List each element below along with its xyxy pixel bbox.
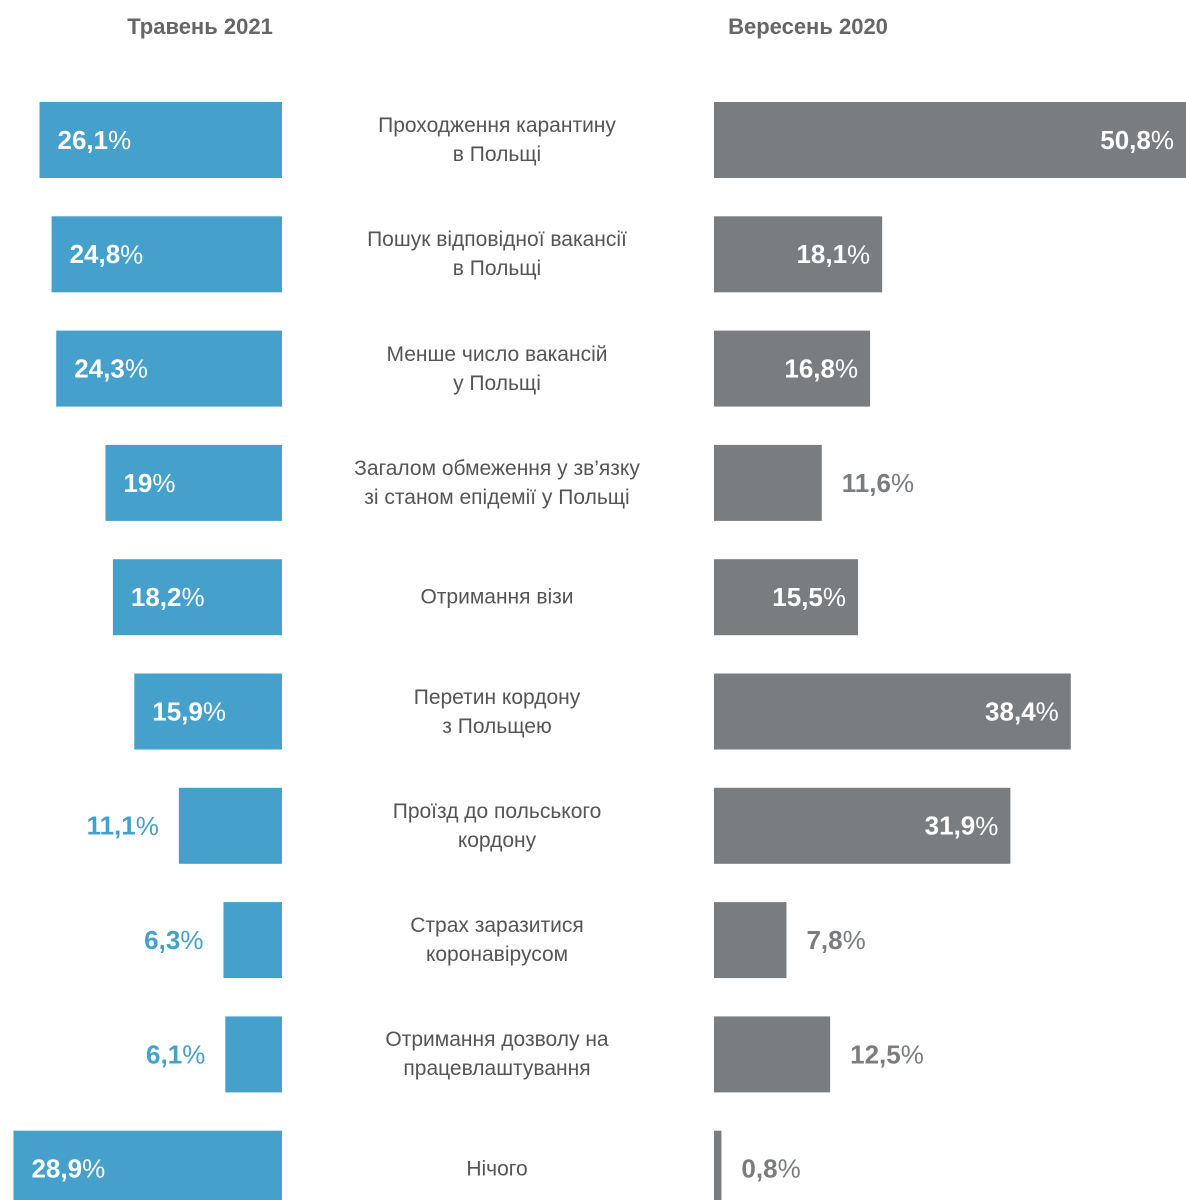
bar bbox=[105, 444, 282, 521]
legend-label: Травень 2021 bbox=[127, 14, 273, 39]
bar bbox=[714, 444, 822, 521]
bar bbox=[714, 1130, 722, 1200]
category-label: Менше число вакансій у Польщі bbox=[386, 342, 608, 395]
value-label: 11,1% bbox=[87, 811, 159, 841]
bar bbox=[112, 559, 282, 636]
category-label: Нічого bbox=[466, 1157, 528, 1181]
category-label: Проїзд до польського кордону bbox=[392, 799, 602, 852]
value-label: 26,1% bbox=[57, 125, 131, 155]
bar bbox=[714, 102, 1186, 178]
category-label: Отримання візи bbox=[420, 585, 574, 609]
bar bbox=[134, 673, 282, 750]
value-label: 11,6% bbox=[842, 468, 914, 498]
bar bbox=[225, 1016, 282, 1093]
value-label: 18,2% bbox=[131, 582, 205, 612]
value-label: 19% bbox=[123, 468, 175, 498]
bar bbox=[714, 216, 883, 293]
value-label: 24,8% bbox=[70, 239, 144, 269]
value-label: 15,5% bbox=[772, 582, 846, 612]
value-label: 15,9% bbox=[152, 696, 226, 726]
value-label: 16,8% bbox=[784, 353, 858, 383]
value-label: 7,8% bbox=[806, 925, 865, 955]
value-label: 12,5% bbox=[850, 1039, 924, 1069]
category-label: Пошук відповідної вакансії в Польщі bbox=[367, 228, 627, 281]
value-label: 0,8% bbox=[741, 1154, 800, 1184]
bar bbox=[178, 787, 282, 864]
bar bbox=[13, 1130, 282, 1200]
bar bbox=[56, 330, 282, 407]
bar bbox=[51, 216, 283, 293]
category-label: Отримання дозволу на працевлаштування bbox=[385, 1028, 609, 1081]
bar bbox=[223, 902, 282, 979]
category-label: Загалом обмеження у зв’язку зі станом еп… bbox=[354, 456, 640, 509]
category-label: Проходження карантину в Польщі bbox=[378, 114, 616, 166]
bar bbox=[714, 559, 859, 636]
value-label: 50,8% bbox=[1100, 125, 1174, 155]
value-label: 6,1% bbox=[146, 1039, 205, 1069]
value-label: 28,9% bbox=[31, 1154, 105, 1184]
bar bbox=[714, 902, 787, 979]
value-label: 24,3% bbox=[74, 353, 148, 383]
value-label: 18,1% bbox=[796, 239, 870, 269]
value-label: 31,9% bbox=[925, 811, 999, 841]
bar bbox=[714, 1016, 831, 1093]
bar bbox=[714, 330, 871, 407]
value-label: 6,3% bbox=[144, 925, 203, 955]
category-label: Перетин кордону з Польщею bbox=[413, 685, 581, 738]
bar bbox=[39, 102, 282, 178]
bar bbox=[714, 673, 1071, 750]
legend-label: Вересень 2020 bbox=[728, 14, 888, 39]
bar bbox=[714, 787, 1011, 864]
category-label: Страх заразитися коронавірусом bbox=[410, 914, 584, 967]
value-label: 38,4% bbox=[985, 696, 1059, 726]
